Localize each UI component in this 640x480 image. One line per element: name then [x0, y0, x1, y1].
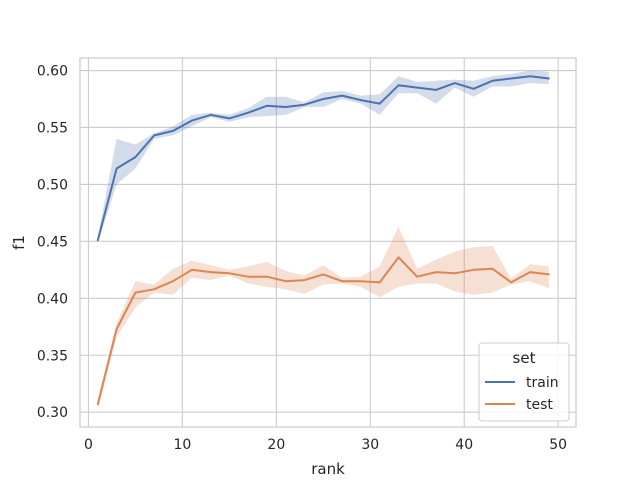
- y-tick-label: 0.40: [37, 291, 68, 307]
- plot-frame: [79, 57, 577, 428]
- y-axis-ticks: 0.30 0.35 0.40 0.45 0.50 0.55 0.60: [37, 64, 68, 422]
- series-line-train: [96, 75, 550, 242]
- legend-label-train: train: [526, 375, 559, 391]
- series-line-test: [96, 256, 550, 406]
- ci-band-train: [97, 70, 549, 244]
- x-axis-ticks: 0 10 20 30 40 50: [84, 437, 567, 453]
- y-tick-label: 0.50: [37, 177, 68, 193]
- y-tick-label: 0.60: [37, 64, 68, 80]
- y-tick-label: 0.35: [37, 348, 68, 364]
- legend-title: set: [513, 349, 536, 367]
- x-tick-label: 0: [84, 437, 93, 453]
- legend-items: train test: [485, 375, 559, 413]
- y-tick-label: 0.30: [37, 405, 68, 421]
- x-tick-label: 20: [267, 437, 285, 453]
- series-lines: [96, 75, 550, 406]
- x-axis-label: rank: [311, 460, 345, 478]
- x-tick-label: 40: [455, 437, 473, 453]
- y-axis-label: f1: [10, 235, 28, 250]
- legend-box: [478, 342, 570, 422]
- y-tick-label: 0.45: [37, 234, 68, 250]
- x-tick-label: 30: [361, 437, 379, 453]
- x-tick-label: 50: [549, 437, 567, 453]
- grid-lines: [80, 58, 576, 427]
- y-tick-label: 0.55: [37, 120, 68, 136]
- legend: set train test: [478, 342, 570, 422]
- x-tick-label: 10: [173, 437, 191, 453]
- legend-label-test: test: [526, 397, 553, 413]
